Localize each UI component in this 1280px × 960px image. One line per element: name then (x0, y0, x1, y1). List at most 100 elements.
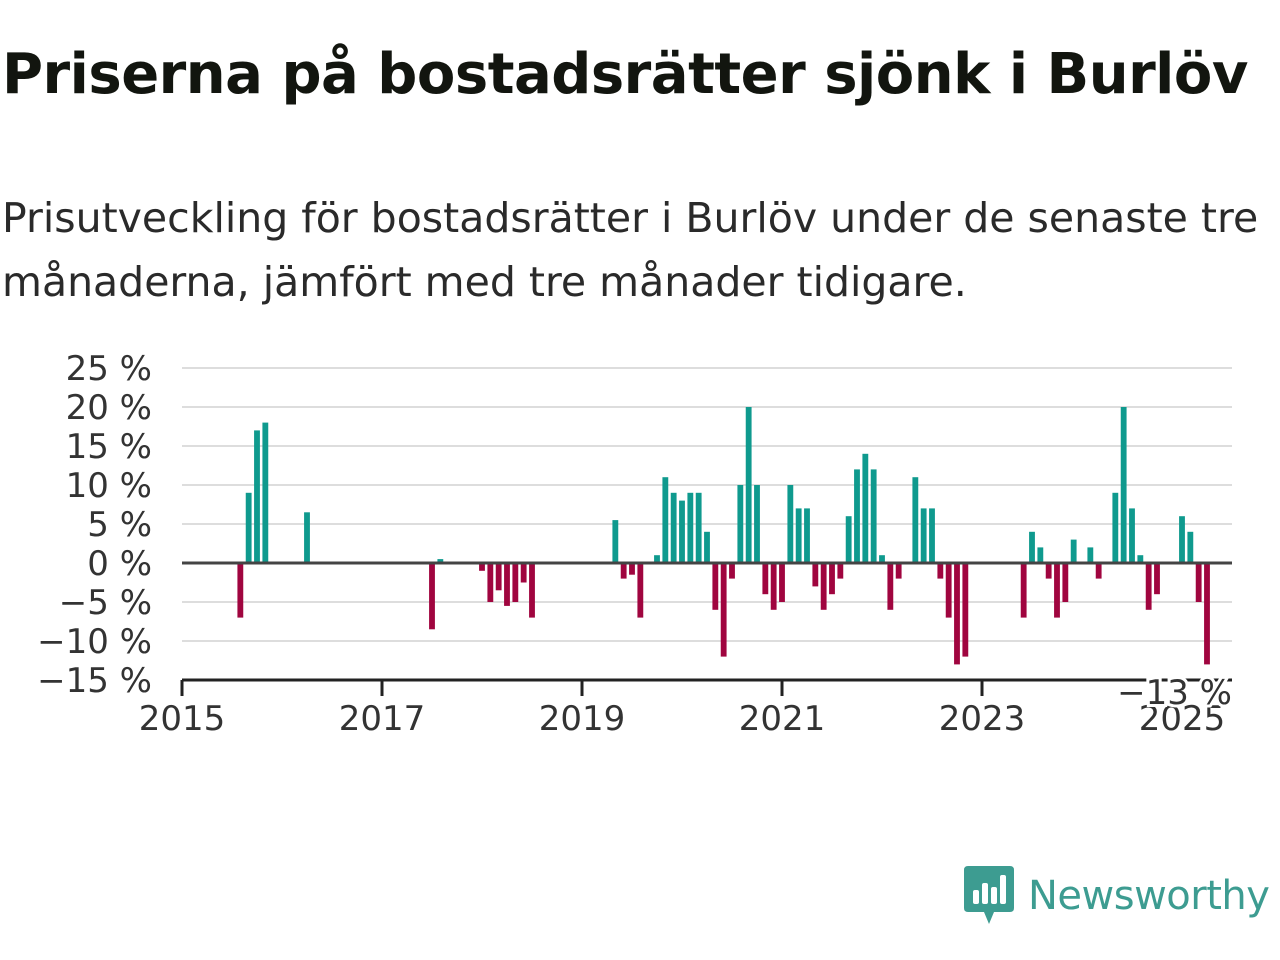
bar-2023-10 (1054, 563, 1060, 618)
bar-2020-09 (745, 407, 752, 563)
bar-2024-05 (1112, 492, 1119, 563)
bar-2025-03 (1195, 563, 1202, 602)
bar-2020-12 (770, 563, 777, 610)
bar-2025-01 (1179, 516, 1185, 563)
chart-subtitle: Prisutveckling för bostadsrätter i Burlö… (2, 194, 1259, 306)
bar-2019-11 (662, 477, 669, 563)
y-tick-label: 5 % (87, 505, 152, 545)
bar-2022-05 (912, 477, 919, 563)
bar-2023-08 (1037, 547, 1044, 563)
bar-2020-11 (762, 563, 769, 595)
x-tick-label: 2019 (539, 699, 626, 739)
grid-lines (182, 367, 1232, 642)
bar-2018-07 (529, 563, 535, 618)
bar-2022-10 (954, 563, 960, 665)
x-tick-label: 2021 (739, 699, 826, 739)
y-tick-label: 20 % (66, 388, 152, 428)
bar-2016-04 (304, 512, 310, 563)
bar-2025-02 (1187, 531, 1194, 563)
newsworthy-logo-text: Newsworthy (1028, 873, 1270, 919)
bar-2015-09 (245, 492, 252, 563)
bar-2021-12 (870, 469, 877, 563)
x-tick-label: 2015 (139, 699, 226, 739)
bar-2021-05 (812, 563, 819, 587)
newsworthy-logo-icon (964, 866, 1014, 924)
bar-2021-04 (804, 508, 810, 563)
bar-2021-01 (779, 563, 785, 602)
bar-2024-03 (1095, 563, 1102, 579)
y-tick-label: −15 % (37, 661, 152, 701)
bar-2024-02 (1087, 547, 1094, 563)
bar-2023-11 (1062, 563, 1069, 602)
y-tick-label: 15 % (66, 427, 152, 467)
bar-2022-11 (962, 563, 969, 657)
bar-2021-07 (829, 563, 835, 595)
bar-2021-09 (845, 516, 852, 563)
bar-2023-06 (1020, 563, 1027, 618)
last-value-label: −13 % (1117, 673, 1232, 713)
bar-2019-10 (654, 555, 660, 563)
bar-2020-07 (729, 563, 735, 579)
bar-2022-07 (929, 508, 935, 563)
bar-2018-06 (520, 563, 527, 583)
bar-2022-02 (887, 563, 894, 610)
bar-2015-11 (262, 422, 269, 563)
bar-2020-05 (712, 563, 719, 610)
tick-labels: −15 %−10 %−5 %0 %5 %10 %15 %20 %25 % 2015… (37, 349, 1235, 739)
bar-2024-08 (1137, 555, 1144, 563)
bar-2024-07 (1129, 508, 1135, 563)
bar-2020-10 (754, 485, 760, 563)
bar-2023-07 (1029, 531, 1035, 563)
y-tick-label: 10 % (66, 466, 152, 506)
bar-2017-08 (437, 559, 444, 563)
bars (237, 407, 1210, 665)
y-tick-label: 25 % (66, 349, 152, 389)
bar-2020-08 (737, 485, 744, 563)
bar-2017-07 (429, 563, 435, 630)
bar-2020-01 (679, 500, 685, 563)
y-tick-label: −5 % (59, 583, 152, 623)
bar-2021-02 (787, 485, 794, 563)
bar-2020-04 (704, 531, 710, 563)
x-tick-label: 2025 (1139, 699, 1226, 739)
bar-2015-08 (237, 563, 244, 618)
bar-2020-02 (687, 492, 694, 563)
bar-2019-05 (612, 520, 619, 563)
bar-2015-10 (254, 430, 260, 563)
bar-2019-07 (629, 563, 635, 575)
y-tick-label: 0 % (87, 544, 152, 584)
bar-2018-05 (512, 563, 519, 602)
bar-2024-09 (1145, 563, 1152, 610)
bar-2021-06 (820, 563, 827, 610)
bar-chart: −15 %−10 %−5 %0 %5 %10 %15 %20 %25 % 2015… (37, 349, 1235, 739)
bar-2021-11 (862, 453, 869, 563)
bar-2023-12 (1070, 539, 1077, 563)
x-tick-label: 2017 (339, 699, 426, 739)
bar-2021-08 (837, 563, 844, 579)
bar-2018-01 (479, 563, 485, 571)
bar-2018-04 (504, 563, 510, 606)
bar-2021-10 (854, 469, 860, 563)
bar-2020-03 (695, 492, 702, 563)
bar-2022-06 (920, 508, 927, 563)
bar-2025-04 (1204, 563, 1210, 665)
bar-2021-03 (795, 508, 802, 563)
bar-2024-06 (1120, 407, 1127, 563)
chart-title: Priserna på bostadsrätter sjönk i Burlöv (2, 42, 1248, 107)
bar-2019-06 (620, 563, 627, 579)
bar-2020-06 (720, 563, 727, 657)
bar-2018-02 (487, 563, 494, 602)
axes (180, 561, 1232, 696)
y-tick-label: −10 % (37, 622, 152, 662)
bar-2022-03 (895, 563, 902, 579)
bar-2022-08 (937, 563, 944, 579)
newsworthy-logo: Newsworthy (964, 864, 1270, 928)
bar-2018-03 (495, 563, 502, 591)
bar-2022-09 (945, 563, 952, 618)
bar-2019-08 (637, 563, 644, 618)
x-tick-label: 2023 (939, 699, 1026, 739)
bar-2024-10 (1154, 563, 1160, 595)
bar-2019-12 (670, 492, 677, 563)
bar-2023-09 (1045, 563, 1052, 579)
bar-2022-01 (879, 555, 885, 563)
